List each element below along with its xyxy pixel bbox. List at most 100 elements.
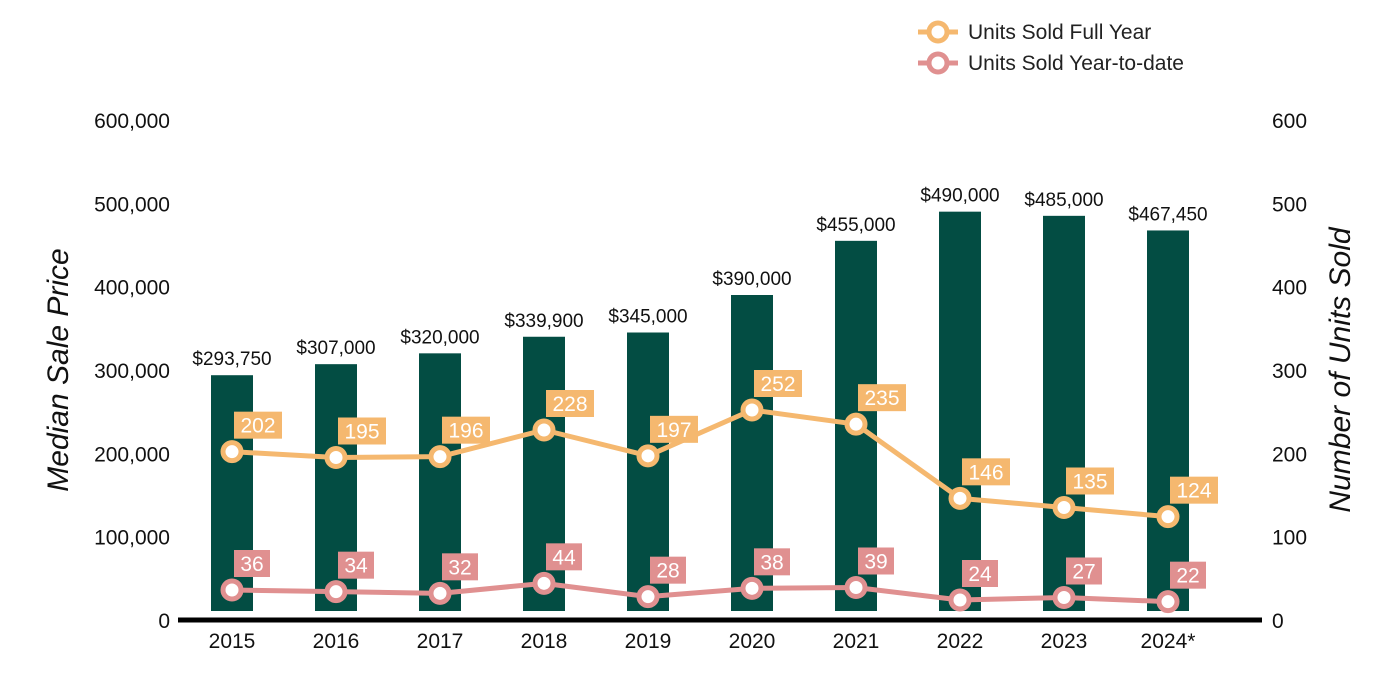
- series-line: [231, 407, 1169, 520]
- series-point[interactable]: [636, 444, 660, 468]
- point-label-box: [442, 553, 478, 581]
- point-value-label: 202: [240, 415, 275, 438]
- point-label-box: [338, 551, 374, 579]
- bar-value-label: $490,000: [920, 186, 999, 207]
- point-label-box: [650, 415, 698, 443]
- series-point[interactable]: [1156, 505, 1180, 529]
- bar-value-label: $293,750: [192, 349, 271, 370]
- series-point[interactable]: [1052, 496, 1076, 519]
- y2-tick-label: 600: [1272, 110, 1307, 133]
- y-axis-ticks: 0 100,000 200,000 300,000 400,000 500,000 600,…: [94, 110, 170, 633]
- series-point[interactable]: [636, 585, 660, 609]
- point-label-box: [1066, 467, 1114, 495]
- point-value-label: 235: [864, 387, 899, 410]
- x-tick-label: 2015: [209, 630, 256, 653]
- point-label-box: [234, 550, 270, 577]
- y-tick-label: 400,000: [94, 277, 170, 300]
- series-point[interactable]: [428, 445, 452, 469]
- legend-label-full-year: Units Sold Full Year: [968, 21, 1151, 44]
- series-point[interactable]: [844, 412, 868, 436]
- point-label-box: [754, 548, 790, 576]
- point-label-box: [234, 411, 282, 439]
- bar[interactable]: [1147, 230, 1189, 612]
- legend-marker-full-year: [926, 20, 950, 44]
- x-tick-label: 2017: [417, 630, 464, 653]
- bar[interactable]: [1043, 215, 1085, 612]
- series-point[interactable]: [428, 581, 452, 605]
- y2-tick-label: 0: [1272, 610, 1284, 633]
- series-point[interactable]: [324, 446, 348, 469]
- point-value-label: 135: [1072, 471, 1107, 494]
- point-value-label: 28: [656, 560, 679, 583]
- y-tick-label: 100,000: [94, 527, 170, 550]
- point-value-label: 197: [656, 419, 691, 442]
- y-axis-title: Median Sale Price: [42, 248, 75, 491]
- x-axis-ticks: 2015 2016 2017 2018 2019 2020 2021 2022 2023 2024…: [209, 630, 1196, 653]
- series-point[interactable]: [844, 576, 868, 599]
- series-point[interactable]: [740, 398, 764, 422]
- point-value-label: 124: [1176, 480, 1211, 503]
- x-tick-label: 2019: [625, 630, 672, 653]
- series-point[interactable]: [948, 588, 972, 612]
- y2-axis-title: Number of Units Sold: [1324, 226, 1357, 512]
- bar[interactable]: [939, 211, 981, 611]
- series-1: 36 34 32 44 28 38 39 24 27 22: [220, 543, 1206, 614]
- point-label-box: [650, 556, 686, 584]
- point-label-box: [442, 416, 490, 444]
- point-value-label: 252: [760, 373, 795, 396]
- bar-value-label: $339,900: [504, 311, 583, 332]
- point-label-box: [754, 370, 802, 397]
- series-point[interactable]: [1156, 590, 1180, 614]
- legend-marker-ytd: [926, 51, 950, 75]
- point-value-label: 196: [448, 420, 483, 443]
- series-point[interactable]: [740, 576, 764, 600]
- y2-tick-label: 300: [1272, 360, 1307, 383]
- point-label-box: [1170, 476, 1218, 504]
- bar-value-label: $345,000: [608, 307, 687, 328]
- x-tick-label: 2024*: [1141, 630, 1196, 653]
- bar-value-label: $485,000: [1024, 190, 1103, 211]
- series-point[interactable]: [948, 486, 972, 510]
- point-value-label: 38: [760, 551, 783, 574]
- point-label-box: [546, 390, 594, 417]
- point-value-label: 44: [552, 546, 576, 569]
- point-label-box: [338, 417, 386, 445]
- point-value-label: 228: [552, 393, 587, 416]
- x-tick-label: 2022: [937, 630, 984, 653]
- x-tick-label: 2023: [1041, 630, 1088, 653]
- legend-item-ytd[interactable]: Units Sold Year-to-date: [918, 51, 1184, 75]
- point-label-box: [546, 543, 582, 571]
- y-tick-label: 0: [158, 610, 170, 633]
- bar-value-label: $390,000: [712, 269, 791, 290]
- point-label-box: [962, 458, 1010, 486]
- point-label-box: [1170, 561, 1206, 589]
- series-point[interactable]: [532, 571, 556, 595]
- point-label-box: [962, 560, 998, 587]
- series-point[interactable]: [220, 440, 244, 464]
- series-point[interactable]: [324, 580, 348, 604]
- legend-item-full-year[interactable]: Units Sold Full Year: [918, 20, 1151, 44]
- legend: Units Sold Full Year Units Sold Year-to-…: [918, 20, 1184, 75]
- series-point[interactable]: [532, 418, 556, 442]
- series-point[interactable]: [1052, 586, 1076, 609]
- series-point[interactable]: [220, 578, 244, 602]
- y-tick-label: 300,000: [94, 360, 170, 383]
- bar-labels: $293,750 $307,000 $320,000 $339,900 $345,000…: [192, 186, 1207, 371]
- x-tick-label: 2020: [729, 630, 776, 653]
- point-value-label: 39: [864, 551, 887, 574]
- legend-label-ytd: Units Sold Year-to-date: [968, 52, 1184, 75]
- point-value-label: 146: [968, 461, 1003, 484]
- x-tick-label: 2021: [833, 630, 880, 653]
- bar-value-label: $455,000: [816, 215, 895, 236]
- bars: [211, 211, 1189, 612]
- y2-tick-label: 200: [1272, 443, 1307, 466]
- point-label-box: [858, 547, 894, 575]
- line-series: 202 195 196 228 197 252 235 146 135 124 36 34 32 44 28…: [220, 370, 1218, 614]
- y2-tick-label: 100: [1272, 527, 1307, 550]
- point-value-label: 34: [344, 555, 368, 578]
- point-value-label: 32: [448, 556, 471, 579]
- point-value-label: 36: [240, 553, 263, 576]
- point-value-label: 24: [968, 563, 992, 586]
- point-label-box: [1066, 557, 1102, 585]
